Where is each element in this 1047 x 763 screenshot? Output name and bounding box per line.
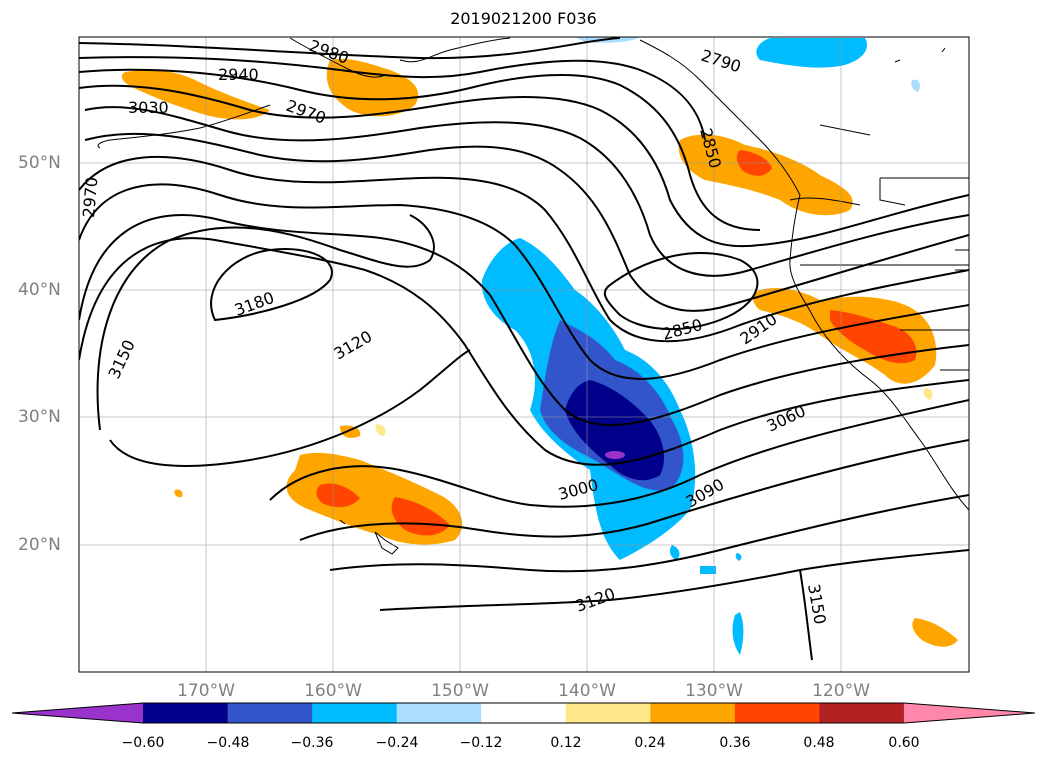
colorbar-segment [650,703,736,723]
colorbar-tick-label: 0.60 [888,735,920,751]
longitude-label: 120°W [812,681,870,701]
longitude-label: 170°W [177,681,235,701]
colorbar-segment [143,703,229,723]
colorbar-segment [819,703,905,723]
colorbar-segment [227,703,313,723]
colorbar-tick-label: −0.12 [459,735,503,751]
contour-label: 3030 [128,98,169,117]
contour-label: 2970 [79,176,101,218]
latitude-label: 20°N [18,535,61,555]
colorbar-tick-label: −0.60 [121,735,165,751]
colorbar-segment [903,703,1035,723]
map-area: 2940 2980 2790 3030 2970 2850 2970 3180 … [79,37,969,672]
contour-label: 2940 [218,65,259,84]
latitude-label: 30°N [18,407,61,427]
colorbar-tick-label: −0.48 [206,735,250,751]
colorbar-tick-label: 0.24 [634,735,666,751]
colorbar-tick-label: −0.36 [290,735,334,751]
colorbar-segment [312,703,398,723]
colorbar-segment [12,703,143,723]
colorbar-segment [734,703,820,723]
map-frame [78,36,970,673]
coastlines [97,37,969,555]
colorbar-segment [565,703,651,723]
longitude-label: 130°W [685,681,743,701]
latitude-label: 50°N [18,153,61,173]
longitude-label: 140°W [558,681,616,701]
height-contours [79,37,969,661]
colorbar [11,702,1036,724]
colorbar-outline [11,702,1036,724]
colorbar-tick-label: −0.24 [375,735,419,751]
colorbar-tick-label: 0.36 [719,735,751,751]
colorbar-tick-label: 0.48 [803,735,835,751]
colorbar-segment [396,703,482,723]
positive-shading [121,58,958,647]
colorbar-tick-label: 0.12 [550,735,582,751]
longitude-label: 160°W [304,681,362,701]
latitude-label: 40°N [18,280,61,300]
colorbar-segment [481,703,567,723]
longitude-label: 150°W [431,681,489,701]
map-title: 2019021200 F036 [450,9,597,28]
